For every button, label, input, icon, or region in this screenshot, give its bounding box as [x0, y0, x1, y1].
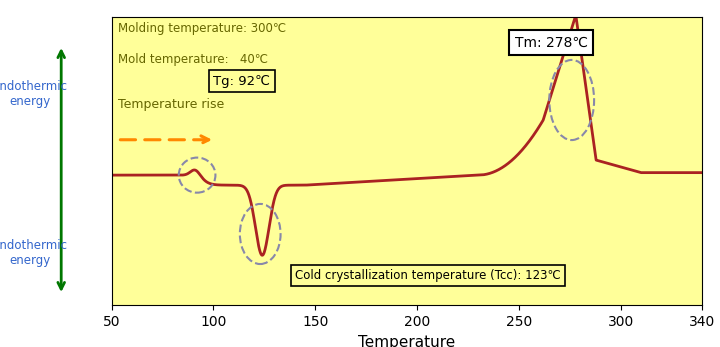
Text: Cold crystallization temperature (Tcc): 123℃: Cold crystallization temperature (Tcc): …	[294, 269, 561, 282]
Text: Temperature rise: Temperature rise	[117, 98, 224, 111]
Text: Tm: 278℃: Tm: 278℃	[515, 35, 588, 49]
Text: Molding temperature: 300℃: Molding temperature: 300℃	[117, 22, 286, 35]
Text: Mold temperature:   40℃: Mold temperature: 40℃	[117, 53, 268, 66]
Text: Tg: 92℃: Tg: 92℃	[213, 75, 271, 88]
Text: Endothermic
energy: Endothermic energy	[0, 80, 68, 108]
Text: Endothermic
energy: Endothermic energy	[0, 239, 68, 267]
X-axis label: Temperature: Temperature	[358, 335, 456, 347]
